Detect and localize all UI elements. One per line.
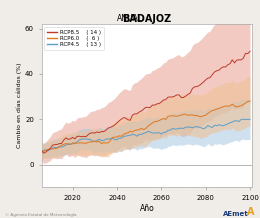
Legend: RCP8.5    ( 14 ), RCP6.0    (  6 ), RCP4.5    ( 13 ): RCP8.5 ( 14 ), RCP6.0 ( 6 ), RCP4.5 ( 13…: [44, 27, 104, 50]
X-axis label: Año: Año: [140, 204, 154, 213]
Text: A: A: [247, 207, 255, 217]
Text: ANUAL: ANUAL: [117, 14, 143, 23]
Title: BADAJOZ: BADAJOZ: [122, 14, 172, 24]
Y-axis label: Cambio en días cálidos (%): Cambio en días cálidos (%): [17, 63, 22, 148]
Text: © Agencia Estatal de Meteorología: © Agencia Estatal de Meteorología: [5, 213, 77, 217]
Text: AEmet: AEmet: [223, 211, 248, 217]
